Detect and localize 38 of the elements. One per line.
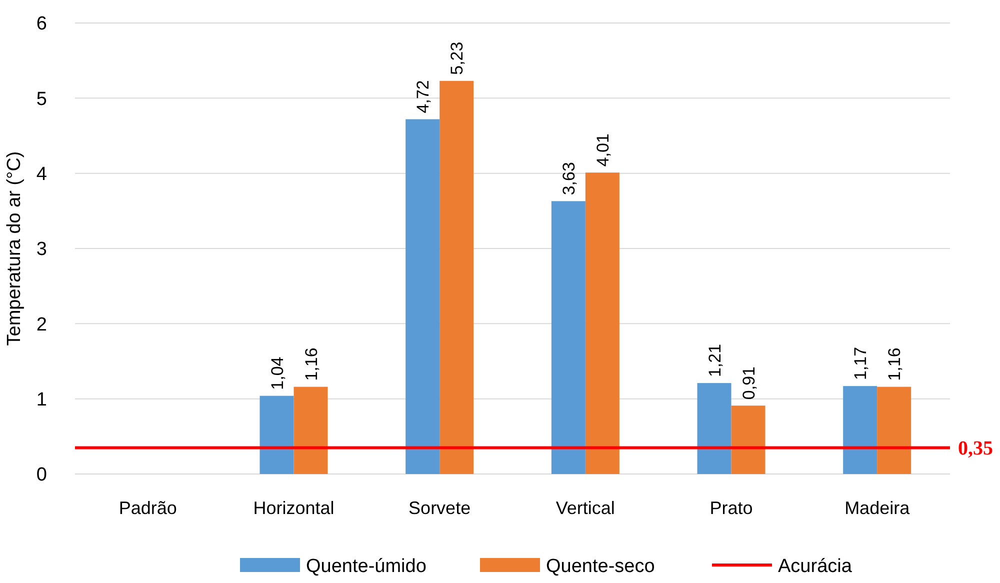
bar (877, 386, 912, 474)
bar (406, 119, 440, 474)
y-tick-label: 5 (36, 88, 47, 110)
x-tick-label: Sorvete (408, 498, 471, 518)
y-tick-label: 6 (36, 14, 47, 35)
data-label: 1,17 (851, 346, 870, 380)
bar (843, 386, 878, 474)
x-tick-label: Horizontal (253, 498, 334, 518)
data-label: 1,16 (885, 348, 904, 381)
bar (260, 396, 294, 474)
data-label: 3,63 (559, 162, 578, 196)
data-label: 1,21 (705, 344, 724, 378)
bar (697, 383, 732, 474)
y-tick-label: 0 (36, 464, 47, 486)
y-tick-label: 1 (36, 389, 47, 410)
y-tick-label: 2 (36, 314, 47, 336)
x-tick-label: Padrão (118, 498, 177, 518)
legend-label: Quente-seco (546, 556, 655, 577)
data-label: 4,72 (414, 80, 433, 114)
y-tick-label: 3 (36, 239, 47, 260)
y-axis-title: Temperatura do ar (°C) (4, 151, 25, 346)
data-label: 0,91 (739, 366, 758, 400)
data-label: 1,16 (302, 348, 321, 381)
bar (294, 386, 328, 474)
data-label: 4,01 (593, 133, 612, 167)
bar (585, 172, 620, 474)
y-tick-label: 4 (36, 164, 48, 185)
x-tick-label: Vertical (556, 498, 615, 518)
data-label: 5,23 (448, 42, 467, 75)
x-tick-label: Madeira (844, 498, 911, 518)
x-tick-label: Prato (710, 498, 753, 518)
bar (731, 406, 766, 474)
legend-label: Acurácia (778, 556, 852, 577)
data-label: 1,04 (268, 356, 287, 390)
text: 0,35 (958, 438, 993, 460)
bar (551, 201, 586, 474)
bar (440, 80, 474, 474)
legend-label: Quente-úmido (306, 556, 426, 577)
